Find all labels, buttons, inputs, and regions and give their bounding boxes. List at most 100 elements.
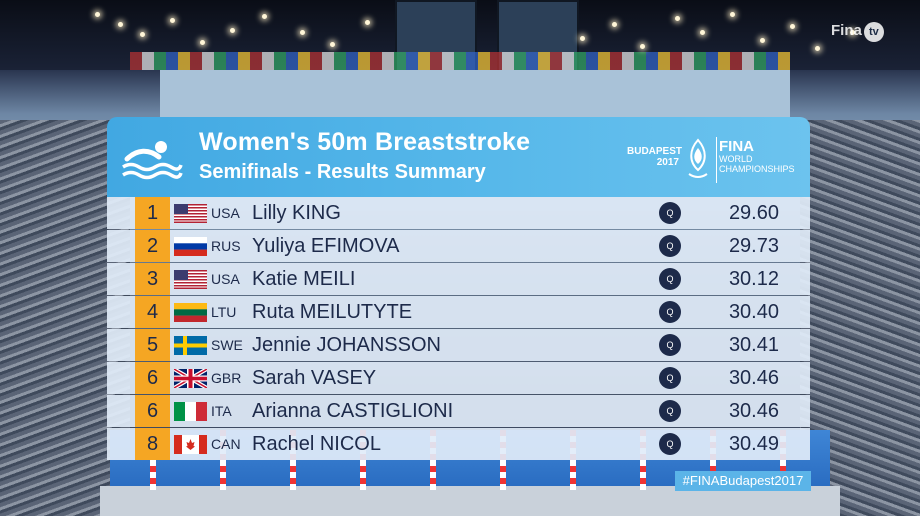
flag-banner [130,52,790,70]
country-code: ITA [211,403,232,419]
result-time: 30.46 [728,367,779,389]
result-time: 30.41 [728,334,779,356]
lane-rope [220,430,226,490]
sweden-flag-icon [174,336,207,355]
athlete-name: Ruta MEILUTYTE [252,301,413,323]
result-time: 29.60 [728,202,779,224]
qualified-badge: Q [659,433,681,455]
rank: 1 [135,197,170,229]
result-row: 8 CAN Rachel NICOL Q 30.49 [107,428,810,460]
result-time: 30.40 [728,301,779,323]
stadium-light [140,32,145,37]
budapest-2017-logo: BUDAPEST 2017 [627,146,683,168]
country-code: GBR [211,370,242,386]
swimming-icon [122,141,183,180]
stadium-light [300,30,305,35]
logo-divider [716,137,717,183]
stadium-light [230,28,235,33]
qualified-badge: Q [659,301,681,323]
stadium-light [95,12,100,17]
stadium-light [815,46,820,51]
athlete-name: Sarah VASEY [252,367,377,389]
qualified-badge: Q [659,334,681,356]
result-time: 30.49 [728,433,779,455]
athlete-name: Yuliya EFIMOVA [252,235,400,257]
country-code: RUS [211,238,241,254]
rank: 4 [135,296,170,328]
usa-flag-icon [174,270,207,289]
rank: 3 [135,263,170,295]
stadium-light [580,36,585,41]
event-subtitle: Semifinals - Results Summary [199,161,486,183]
results-list: 1 USA Lilly KING Q 29.60 2 RUS Yuliya EF… [107,197,810,461]
qualified-badge: Q [659,235,681,257]
qualified-badge: Q [659,367,681,389]
result-row: 4 LTU Ruta MEILUTYTE Q 30.40 [107,296,810,328]
budapest-emblem-icon [688,138,708,178]
lane-rope [500,430,506,490]
athlete-name: Jennie JOHANSSON [252,334,441,356]
country-code: USA [211,205,240,221]
result-row: 3 USA Katie MEILI Q 30.12 [107,263,810,295]
event-title: Women's 50m Breaststroke [199,128,531,156]
athlete-name: Lilly KING [252,202,341,224]
athlete-name: Rachel NICOL [252,433,381,455]
athlete-name: Katie MEILI [252,268,356,290]
stadium-light [790,24,795,29]
stadium-light [700,30,705,35]
result-row: 6 GBR Sarah VASEY Q 30.46 [107,362,810,394]
lane-rope [710,430,716,490]
stadium-light [170,18,175,23]
result-time: 30.12 [728,268,779,290]
stadium-light [330,42,335,47]
rank: 6 [135,395,170,427]
fina-world-championships-logo: FINA WORLD CHAMPIONSHIPS [719,138,795,174]
result-row: 6 ITA Arianna CASTIGLIONI Q 30.46 [107,395,810,427]
lane-rope [780,430,786,490]
usa-flag-icon [174,204,207,223]
result-row: 1 USA Lilly KING Q 29.60 [107,197,810,229]
stadium-light [850,30,855,35]
stadium-light [200,40,205,45]
russia-flag-icon [174,237,207,256]
qualified-badge: Q [659,202,681,224]
pool-deck [100,486,840,516]
result-row: 2 RUS Yuliya EFIMOVA Q 29.73 [107,230,810,262]
athlete-name: Arianna CASTIGLIONI [252,400,454,422]
country-code: USA [211,271,240,287]
stadium-light [730,12,735,17]
stadium-light [612,22,617,27]
lane-rope [640,430,646,490]
canada-flag-icon [174,435,207,454]
rank: 2 [135,230,170,262]
lane-rope [360,430,366,490]
fina-tv-logo: Fina tv [831,22,884,42]
results-graphic: Women's 50m Breaststroke Semifinals - Re… [107,117,810,460]
rank: 6 [135,362,170,394]
result-time: 30.46 [728,400,779,422]
stadium-light [262,14,267,19]
stadium-light [675,16,680,21]
lane-rope [290,430,296,490]
result-row: 5 SWE Jennie JOHANSSON Q 30.41 [107,329,810,361]
lane-rope [150,430,156,490]
italy-flag-icon [174,402,207,421]
lane-rope [570,430,576,490]
event-hashtag: #FINABudapest2017 [675,471,811,491]
qualified-badge: Q [659,268,681,290]
rank: 8 [135,428,170,460]
country-code: SWE [211,337,243,353]
qualified-badge: Q [659,400,681,422]
rank: 5 [135,329,170,361]
results-header: Women's 50m Breaststroke Semifinals - Re… [107,117,810,197]
country-code: CAN [211,436,241,452]
lane-rope [430,430,436,490]
uk-flag-icon [174,369,207,388]
stadium-light [640,44,645,49]
result-time: 29.73 [728,235,779,257]
stadium-light [365,20,370,25]
lithuania-flag-icon [174,303,207,322]
country-code: LTU [211,304,237,320]
stadium-light [118,22,123,27]
stadium-light [760,38,765,43]
